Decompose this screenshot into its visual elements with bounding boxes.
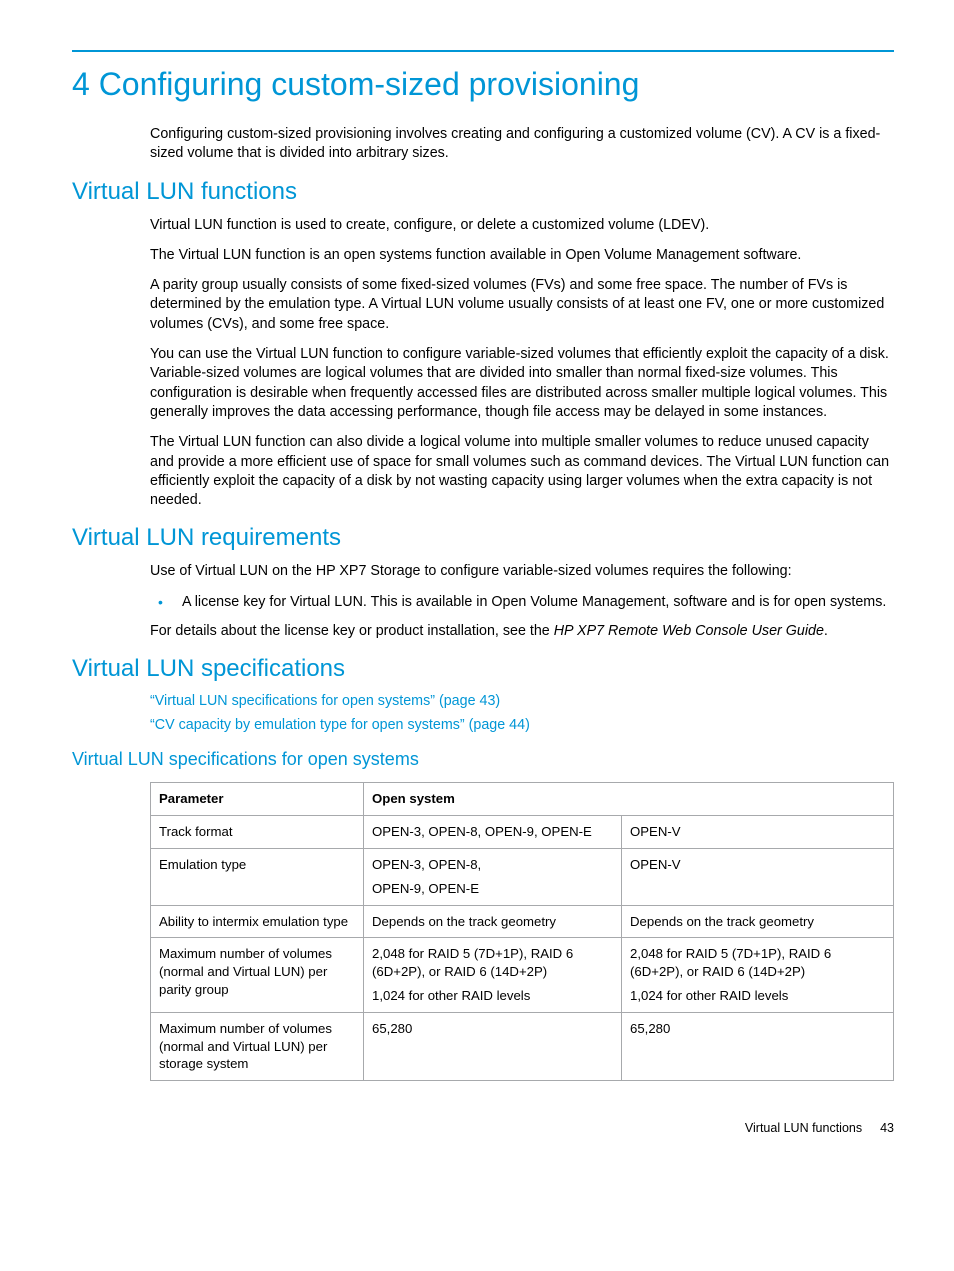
page-footer: Virtual LUN functions 43 — [72, 1121, 894, 1135]
table-cell: Maximum number of volumes (normal and Vi… — [151, 1012, 364, 1080]
table-cell: Depends on the track geometry — [364, 905, 622, 938]
cell-line: 1,024 for other RAID levels — [630, 987, 885, 1005]
table-row: Emulation type OPEN-3, OPEN-8, OPEN-9, O… — [151, 848, 894, 905]
xref-link[interactable]: “CV capacity by emulation type for open … — [150, 717, 894, 733]
paragraph: Use of Virtual LUN on the HP XP7 Storage… — [150, 562, 894, 581]
paragraph: For details about the license key or pro… — [150, 622, 894, 641]
cell-line: OPEN-9, OPEN-E — [372, 880, 613, 898]
paragraph: The Virtual LUN function can also divide… — [150, 433, 894, 510]
table-cell: Depends on the track geometry — [622, 905, 894, 938]
bullet-text: A license key for Virtual LUN. This is a… — [182, 593, 886, 612]
table-cell: 2,048 for RAID 5 (7D+1P), RAID 6 (6D+2P)… — [364, 938, 622, 1012]
table-header: Parameter — [151, 783, 364, 816]
table-cell: OPEN-3, OPEN-8, OPEN-9, OPEN-E — [364, 816, 622, 849]
subsection-vlun-spec-open-systems: Virtual LUN specifications for open syst… — [72, 749, 894, 770]
paragraph: A parity group usually consists of some … — [150, 276, 894, 334]
table-header: Open system — [364, 783, 894, 816]
cell-line: 1,024 for other RAID levels — [372, 987, 613, 1005]
footer-section: Virtual LUN functions — [745, 1121, 862, 1135]
xref-link[interactable]: “Virtual LUN specifications for open sys… — [150, 693, 894, 709]
doc-reference: HP XP7 Remote Web Console User Guide — [554, 623, 824, 639]
table-cell: Maximum number of volumes (normal and Vi… — [151, 938, 364, 1012]
table-cell: OPEN-3, OPEN-8, OPEN-9, OPEN-E — [364, 848, 622, 905]
text-run: For details about the license key or pro… — [150, 623, 554, 639]
table-cell: 2,048 for RAID 5 (7D+1P), RAID 6 (6D+2P)… — [622, 938, 894, 1012]
cell-line: 2,048 for RAID 5 (7D+1P), RAID 6 (6D+2P)… — [372, 945, 613, 981]
table-row: Maximum number of volumes (normal and Vi… — [151, 1012, 894, 1080]
table-cell: OPEN-V — [622, 848, 894, 905]
table-cell: Track format — [151, 816, 364, 849]
table-cell: Emulation type — [151, 848, 364, 905]
paragraph: You can use the Virtual LUN function to … — [150, 345, 894, 422]
section-virtual-lun-specifications: Virtual LUN specifications — [72, 655, 894, 683]
table-row: Maximum number of volumes (normal and Vi… — [151, 938, 894, 1012]
footer-page-number: 43 — [880, 1121, 894, 1135]
section-virtual-lun-functions: Virtual LUN functions — [72, 178, 894, 206]
cell-line: OPEN-3, OPEN-8, — [372, 856, 613, 874]
table-header-row: Parameter Open system — [151, 783, 894, 816]
table-cell: OPEN-V — [622, 816, 894, 849]
chapter-title: 4 Configuring custom-sized provisioning — [72, 66, 894, 103]
table-row: Track format OPEN-3, OPEN-8, OPEN-9, OPE… — [151, 816, 894, 849]
table-cell: 65,280 — [364, 1012, 622, 1080]
table-cell: Ability to intermix emulation type — [151, 905, 364, 938]
paragraph: The Virtual LUN function is an open syst… — [150, 246, 894, 265]
table-row: Ability to intermix emulation type Depen… — [151, 905, 894, 938]
section-virtual-lun-requirements: Virtual LUN requirements — [72, 524, 894, 552]
table-cell: 65,280 — [622, 1012, 894, 1080]
text-run: . — [824, 623, 828, 639]
bullet-marker: • — [150, 593, 182, 612]
top-rule — [72, 50, 894, 52]
bullet-item: • A license key for Virtual LUN. This is… — [150, 593, 894, 612]
cell-line: 2,048 for RAID 5 (7D+1P), RAID 6 (6D+2P)… — [630, 945, 885, 981]
spec-table: Parameter Open system Track format OPEN-… — [150, 782, 894, 1081]
intro-paragraph: Configuring custom-sized provisioning in… — [150, 125, 894, 164]
paragraph: Virtual LUN function is used to create, … — [150, 216, 894, 235]
